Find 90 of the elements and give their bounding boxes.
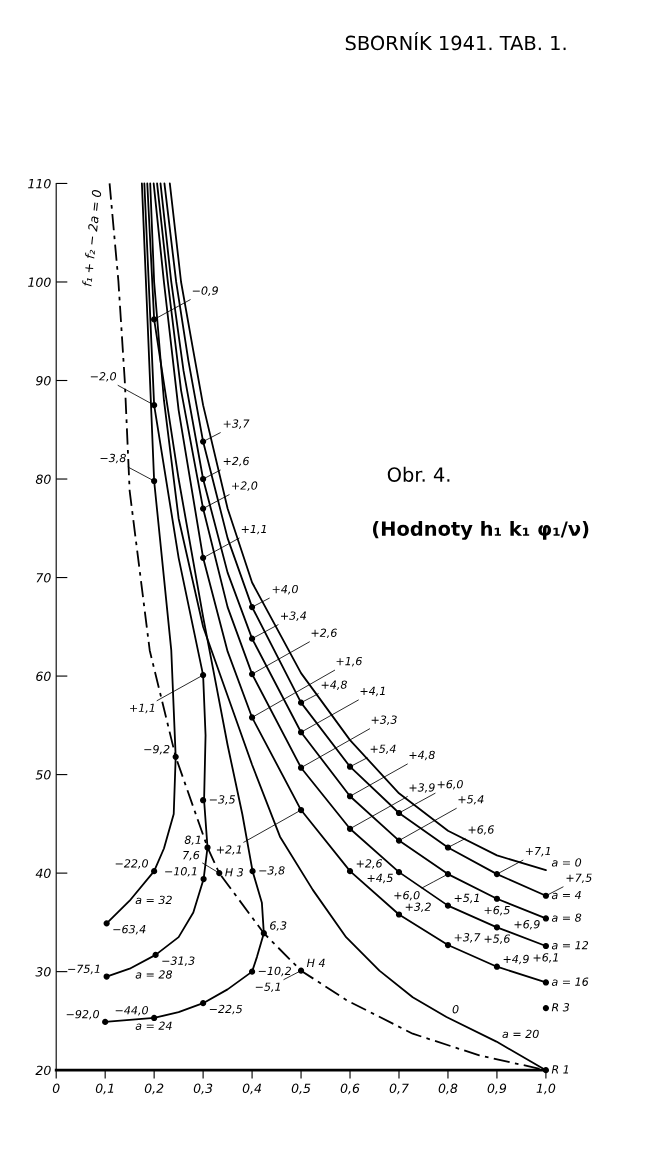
annotation: a = 28 (135, 970, 173, 979)
annotation: a = 16 (551, 977, 589, 986)
annotation: R 1 (551, 1065, 569, 1074)
annotation: −2,0 (90, 372, 117, 382)
annotation: 6,3 (270, 921, 287, 931)
text: f₁ + f₂ − 2a = 0 (81, 189, 102, 287)
annotation: +2,0 (232, 481, 258, 491)
annotation: a = 32 (135, 895, 172, 905)
annotation: +6,9 (514, 920, 540, 930)
annotation: H 4 (306, 958, 325, 967)
annotation: (Hodnoty h₁ k₁ φ₁/ν) (372, 520, 589, 540)
annotation: +2,6 (356, 859, 383, 869)
annotation: a = 12 (551, 941, 589, 950)
annotation: +1,1 (130, 703, 155, 714)
y-tick-label: 50 (35, 770, 51, 780)
annotation: +1,1 (241, 524, 266, 535)
annotation: a = 0 (551, 858, 582, 867)
annotation: +6,0 (437, 779, 463, 790)
text: Obr. 4. (387, 466, 450, 482)
annotation: −31,3 (162, 956, 195, 967)
annotation: −9,2 (144, 744, 170, 755)
annotation: a = 4 (551, 890, 581, 900)
x-tick-label: 1,0 (536, 1083, 556, 1095)
annotation: +4,5 (367, 873, 393, 884)
annotation: H 3 (225, 868, 244, 877)
x-tick-label: 0,4 (242, 1083, 262, 1095)
annotation: 7,6 (183, 850, 200, 861)
x-tick-label: 0,9 (487, 1083, 507, 1095)
annotation: +3,7 (454, 933, 481, 943)
annotation: +3,2 (405, 902, 431, 913)
x-tick-label: 0,1 (95, 1083, 114, 1095)
y-tick-label: 60 (36, 671, 51, 681)
annotation: +7,1 (525, 847, 551, 857)
annotation: +5,4 (370, 744, 396, 755)
annotation: −3,8 (259, 866, 285, 876)
x-tick-label: 0,6 (340, 1083, 360, 1095)
x-tick-label: 0,2 (144, 1083, 164, 1095)
annotation: a = 8 (551, 913, 582, 922)
annotation: −3,5 (209, 795, 236, 805)
annotation: +4,1 (360, 686, 385, 697)
annotation: −44,0 (115, 1006, 149, 1016)
x-tick-label: 0,3 (193, 1083, 213, 1095)
annotation: −5,1 (255, 982, 280, 993)
annotation: −10,2 (258, 966, 291, 977)
y-tick-label: 20 (35, 1065, 51, 1076)
annotation: 8,1 (184, 835, 201, 846)
annotation: 0 (452, 1005, 459, 1014)
y-tick-label: 30 (35, 967, 51, 977)
annotation: +3,9 (409, 783, 435, 793)
y-tick-label: 70 (36, 573, 51, 583)
annotation: +3,7 (223, 419, 250, 429)
annotation: R 3 (551, 1003, 570, 1012)
annotation: −10,1 (165, 867, 197, 877)
annotation: +6,5 (484, 905, 510, 916)
annotation: +6,1 (533, 953, 558, 963)
annotation: +5,6 (484, 934, 510, 944)
annotation: −92,0 (66, 1009, 100, 1020)
annotation: +2,6 (311, 628, 337, 639)
annotation: +4,8 (321, 680, 347, 690)
annotation: +1,6 (336, 656, 362, 667)
y-tick-label: 90 (35, 375, 51, 386)
annotation: +5,1 (454, 893, 479, 904)
annotation: +4,8 (409, 750, 435, 761)
x-tick-label: 0,5 (291, 1083, 311, 1095)
annotation: +5,4 (458, 795, 484, 805)
annotation: +4,9 (503, 954, 529, 965)
annotation: −75,1 (68, 964, 100, 975)
annotation: −22,0 (115, 859, 149, 869)
annotation: −0,9 (192, 286, 218, 296)
annotation: +3,4 (281, 611, 307, 621)
annotation: +6,0 (394, 890, 420, 901)
annotation: +3,3 (371, 715, 397, 726)
annotation: +2,1 (216, 845, 242, 855)
annotation: −3,8 (100, 453, 126, 464)
annotation: −63,4 (113, 924, 146, 935)
annotation: +4,0 (272, 584, 298, 595)
y-tick-label: 40 (35, 868, 51, 879)
x-tick-label: 0,8 (438, 1083, 458, 1095)
y-tick-label: 80 (35, 474, 51, 484)
chart-title: SBORNÍK 1941. TAB. 1. (345, 32, 566, 51)
x-tick-label: 0,7 (389, 1083, 409, 1095)
annotation: a = 20 (502, 1029, 539, 1039)
annotation: +7,5 (566, 873, 592, 884)
annotation: +6,6 (468, 825, 494, 835)
annotation: a = 24 (135, 1021, 172, 1030)
annotation: −22,5 (209, 1004, 243, 1015)
y-tick-label: 110 (28, 178, 51, 189)
annotation: +2,6 (223, 456, 250, 467)
y-tick-label: 100 (28, 277, 51, 287)
x-tick-label: 0 (52, 1083, 60, 1094)
